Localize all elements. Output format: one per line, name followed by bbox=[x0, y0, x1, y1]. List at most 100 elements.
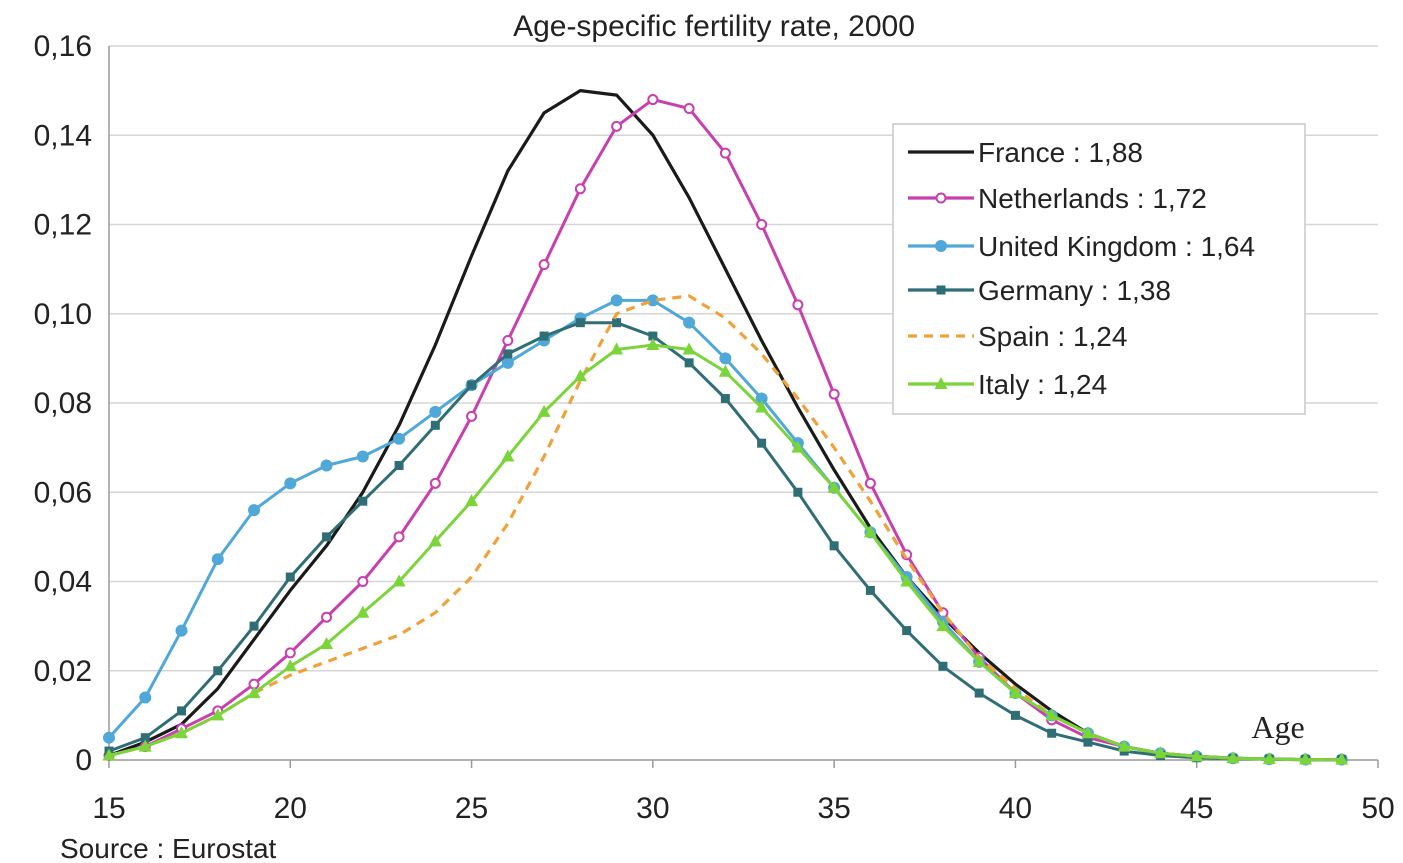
data-point bbox=[501, 356, 514, 369]
data-point bbox=[974, 688, 984, 698]
data-point bbox=[1081, 726, 1095, 739]
data-point bbox=[612, 318, 622, 328]
data-point bbox=[501, 449, 515, 462]
x-tick-label: 15 bbox=[92, 792, 125, 825]
data-point bbox=[283, 659, 297, 672]
data-point bbox=[539, 331, 549, 341]
data-point bbox=[574, 183, 586, 195]
data-point bbox=[1226, 751, 1240, 764]
data-point bbox=[103, 731, 115, 744]
legend-label: Netherlands : 1,72 bbox=[978, 183, 1207, 214]
data-point bbox=[1083, 737, 1093, 747]
data-point bbox=[573, 369, 587, 382]
legend-label: United Kingdom : 1,64 bbox=[978, 231, 1255, 262]
y-tick-label: 0 bbox=[75, 744, 92, 777]
y-tick-label: 0,06 bbox=[34, 476, 92, 509]
y-tick-label: 0,08 bbox=[34, 387, 92, 420]
data-point bbox=[611, 120, 623, 132]
data-point bbox=[356, 450, 369, 463]
data-point bbox=[863, 525, 877, 538]
y-tick-label: 0,10 bbox=[34, 298, 92, 331]
data-point bbox=[720, 394, 730, 404]
x-axis-label: Age bbox=[1251, 709, 1304, 745]
legend-marker bbox=[934, 377, 948, 389]
data-point bbox=[1298, 752, 1312, 765]
data-point bbox=[1047, 728, 1057, 738]
series-5 bbox=[102, 337, 1349, 765]
y-tick-label: 0,14 bbox=[34, 119, 92, 152]
data-point bbox=[791, 440, 805, 453]
series-4 bbox=[108, 294, 1342, 762]
data-point bbox=[394, 460, 404, 470]
legend-label: Germany : 1,38 bbox=[978, 275, 1171, 306]
data-point bbox=[1117, 739, 1131, 752]
data-point bbox=[646, 337, 660, 350]
x-tick-label: 50 bbox=[1361, 792, 1394, 825]
legend-item: France : 1,88 bbox=[908, 137, 1143, 168]
data-point bbox=[1153, 746, 1167, 759]
data-point bbox=[140, 733, 150, 743]
data-point bbox=[1335, 752, 1349, 765]
y-tick-label: 0,02 bbox=[34, 655, 92, 688]
data-point bbox=[211, 708, 225, 721]
legend-label: Spain : 1,24 bbox=[978, 321, 1127, 352]
data-point bbox=[357, 576, 369, 587]
legend-marker bbox=[935, 240, 947, 252]
y-tick-label: 0,12 bbox=[34, 209, 92, 242]
data-point bbox=[864, 477, 876, 489]
data-point bbox=[755, 392, 768, 405]
data-point bbox=[538, 259, 550, 271]
data-point bbox=[248, 504, 261, 517]
data-point bbox=[466, 410, 478, 422]
data-point bbox=[827, 480, 841, 493]
data-point bbox=[211, 553, 224, 566]
data-point bbox=[755, 400, 769, 413]
data-point bbox=[465, 494, 479, 507]
data-point bbox=[936, 619, 950, 632]
data-point bbox=[284, 647, 296, 659]
x-tick-label: 45 bbox=[1180, 792, 1213, 825]
data-point bbox=[537, 404, 551, 417]
data-point bbox=[684, 358, 694, 368]
data-point bbox=[865, 585, 875, 595]
legend-item: Spain : 1,24 bbox=[908, 321, 1127, 352]
data-point bbox=[177, 706, 187, 716]
data-point bbox=[502, 335, 514, 347]
legend-item: United Kingdom : 1,64 bbox=[908, 231, 1255, 262]
data-point bbox=[682, 342, 696, 355]
series-line bbox=[108, 294, 1342, 762]
data-point bbox=[393, 432, 406, 445]
data-point bbox=[972, 654, 986, 667]
data-point bbox=[428, 534, 442, 547]
data-point bbox=[175, 624, 188, 637]
x-tick-label: 35 bbox=[817, 792, 850, 825]
x-tick-label: 20 bbox=[274, 792, 307, 825]
data-point bbox=[610, 294, 623, 307]
data-point bbox=[1045, 708, 1059, 721]
data-point bbox=[719, 352, 732, 365]
legend-label: Italy : 1,24 bbox=[978, 369, 1107, 400]
x-tick-label: 25 bbox=[455, 792, 488, 825]
data-point bbox=[356, 605, 370, 618]
data-point bbox=[646, 294, 659, 307]
grid-lines bbox=[109, 45, 1378, 672]
legend-marker bbox=[936, 285, 946, 295]
x-tick-label: 40 bbox=[999, 792, 1032, 825]
legend-item: Italy : 1,24 bbox=[908, 369, 1107, 400]
data-point bbox=[683, 102, 695, 114]
data-point bbox=[902, 626, 912, 636]
axes: 0 0,02 0,04 0,06 0,08 0,10 0,12 0,14 0,16 15 20 25 3… bbox=[34, 30, 1395, 825]
chart-title: Age-specific fertility rate, 2000 bbox=[513, 10, 915, 43]
data-point bbox=[1262, 752, 1276, 765]
data-point bbox=[575, 318, 585, 328]
data-point bbox=[648, 331, 658, 341]
data-point bbox=[285, 572, 295, 582]
data-point bbox=[138, 739, 152, 752]
legend: France : 1,88 Netherlands : 1,72 United Ki… bbox=[892, 123, 1306, 415]
data-point bbox=[392, 574, 406, 587]
data-point bbox=[139, 691, 152, 704]
legend-marker bbox=[935, 192, 947, 204]
data-point bbox=[756, 219, 768, 230]
data-point bbox=[213, 666, 223, 676]
